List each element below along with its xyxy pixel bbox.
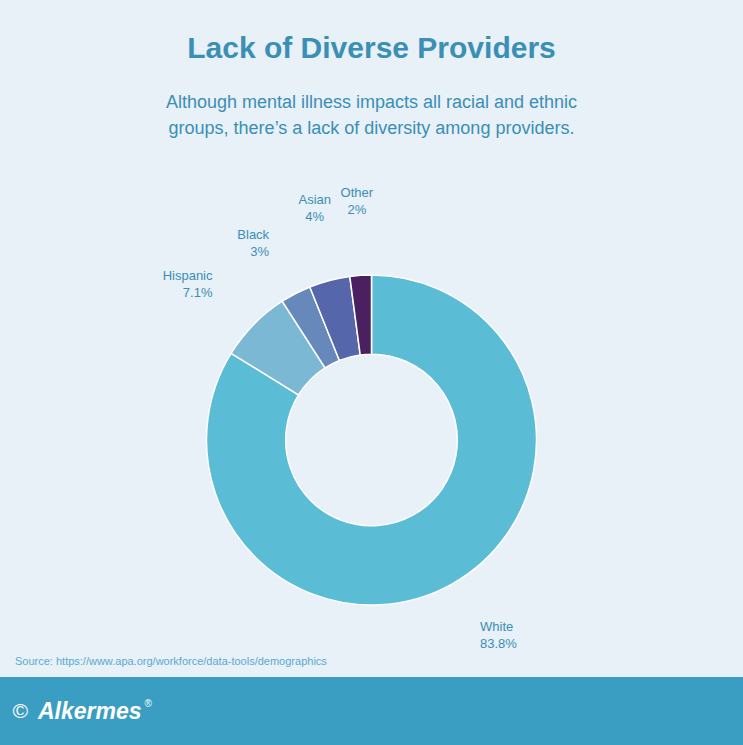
logo-text: Alkermes (37, 698, 142, 724)
value-label: 2% (347, 202, 366, 217)
slice (206, 275, 536, 605)
slice-label: Asian 4% (298, 192, 331, 224)
category-label: Hispanic (163, 268, 213, 283)
background (0, 0, 743, 745)
category-label: Other (341, 185, 374, 200)
value-label: 7.1% (183, 285, 213, 300)
title: Lack of Diverse Providers (187, 31, 556, 64)
donut (206, 275, 536, 605)
footer (0, 677, 743, 745)
category-label: Asian (298, 192, 331, 207)
slice-label: Black 3% (237, 227, 269, 259)
subtitle: Although mental illness impacts all raci… (166, 92, 577, 138)
source: Source: https://www.apa.org/workforce/da… (15, 655, 327, 667)
chart: Lack of Diverse Providers Although mental… (0, 0, 743, 745)
slice-label: Other 2% (341, 185, 374, 217)
slice-label: White 83.8% (480, 619, 517, 651)
category-label: Black (237, 227, 269, 242)
slice (350, 275, 372, 355)
category-label: White (480, 619, 513, 634)
logo-symbol: © (12, 699, 28, 722)
value-label: 3% (250, 244, 269, 259)
value-label: 83.8% (480, 636, 517, 651)
logo-mark: ® (145, 698, 153, 709)
value-label: 4% (305, 209, 324, 224)
slice-label: Hispanic 7.1% (163, 268, 213, 300)
